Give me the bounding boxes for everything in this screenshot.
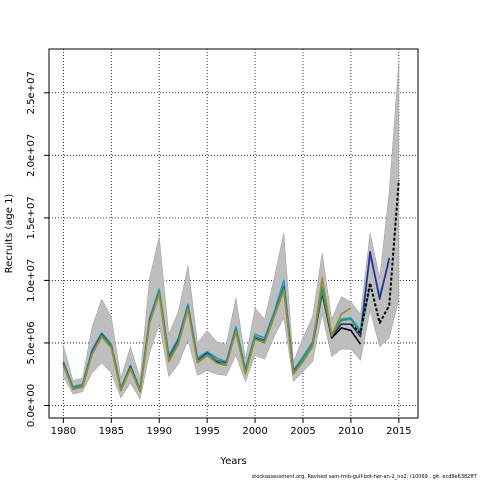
y-tick-label-5: 2.5e+07 [26, 71, 37, 114]
x-tick-label-0: 1980 [51, 426, 76, 437]
x-tick-label-5: 2005 [290, 426, 315, 437]
confidence-band-area [63, 61, 400, 400]
x-tick-label-1: 1985 [99, 426, 124, 437]
x-tick-label-3: 1995 [194, 426, 219, 437]
y-tick-label-2: 1.0e+07 [26, 259, 37, 302]
x-axis-label: Years [219, 456, 246, 467]
footer-credit: stockassessment.org, Revised sam-tmb-gul… [252, 474, 477, 480]
x-tick-label-2: 1990 [146, 426, 171, 437]
y-tick-label-3: 1.5e+07 [26, 196, 37, 239]
x-tick-label-7: 2015 [386, 426, 411, 437]
x-axis: 1980 1985 1990 1995 2000 2005 2010 2015 [51, 418, 412, 437]
plot-frame [48, 48, 419, 419]
series-line-5 [350, 180, 400, 334]
x-tick-label-4: 2000 [242, 426, 267, 437]
y-axis-label: Recruits (age 1) [4, 194, 15, 274]
y-tick-label-0: 0.0e+00 [26, 384, 37, 427]
y-tick-label-1: 5.0e+06 [26, 321, 37, 364]
x-tick-label-6: 2010 [338, 426, 363, 437]
confidence-band [63, 61, 400, 400]
series-lines [62, 180, 400, 393]
y-tick-label-4: 2.0e+07 [26, 134, 37, 177]
y-axis: 0.0e+00 5.0e+06 1.0e+07 1.5e+07 2.0e+07 2.5e+… [26, 71, 49, 427]
series-line-4 [62, 277, 352, 393]
